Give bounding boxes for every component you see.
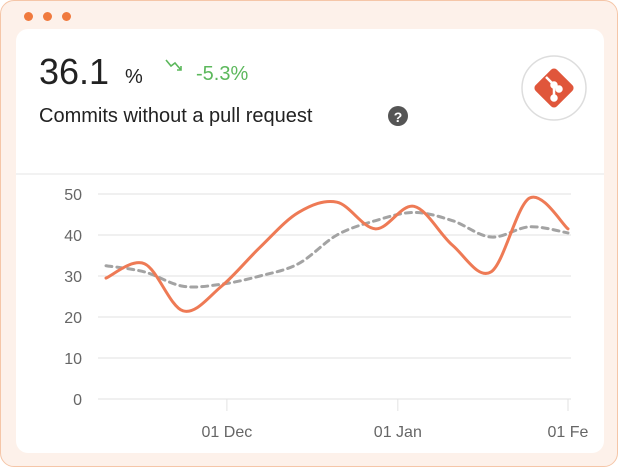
window-dot [43,12,52,21]
x-tick-label: 01 Dec [202,424,253,441]
y-tick-label: 10 [64,351,82,368]
help-icon-glyph: ? [394,109,403,125]
x-tick-label: 01 Fe [548,424,589,441]
trend-icon [165,59,182,71]
line-series [104,195,570,313]
window-dot [62,12,71,21]
metric-subtitle: Commits without a pull request [39,105,313,127]
y-tick-label: 40 [64,228,82,245]
card: 36.1 % -5.3% Commits without a pull requ… [16,29,604,453]
metric-unit: % [125,66,143,88]
x-tick-label: 01 Jan [374,424,422,441]
metric-change: -5.3% [196,63,248,85]
y-tick-label: 50 [64,187,82,204]
y-tick-label: 20 [64,310,82,327]
metric-value: 36.1 [39,51,109,92]
y-tick-label: 30 [64,269,82,286]
git-logo-branch [545,76,563,102]
chart: 36.1 % -5.3% Commits without a pull requ… [16,51,604,441]
window-dot [24,12,33,21]
y-tick-label: 0 [73,392,82,409]
trend-icon [177,66,182,71]
line-series [104,210,570,289]
help-icon[interactable] [388,106,408,126]
